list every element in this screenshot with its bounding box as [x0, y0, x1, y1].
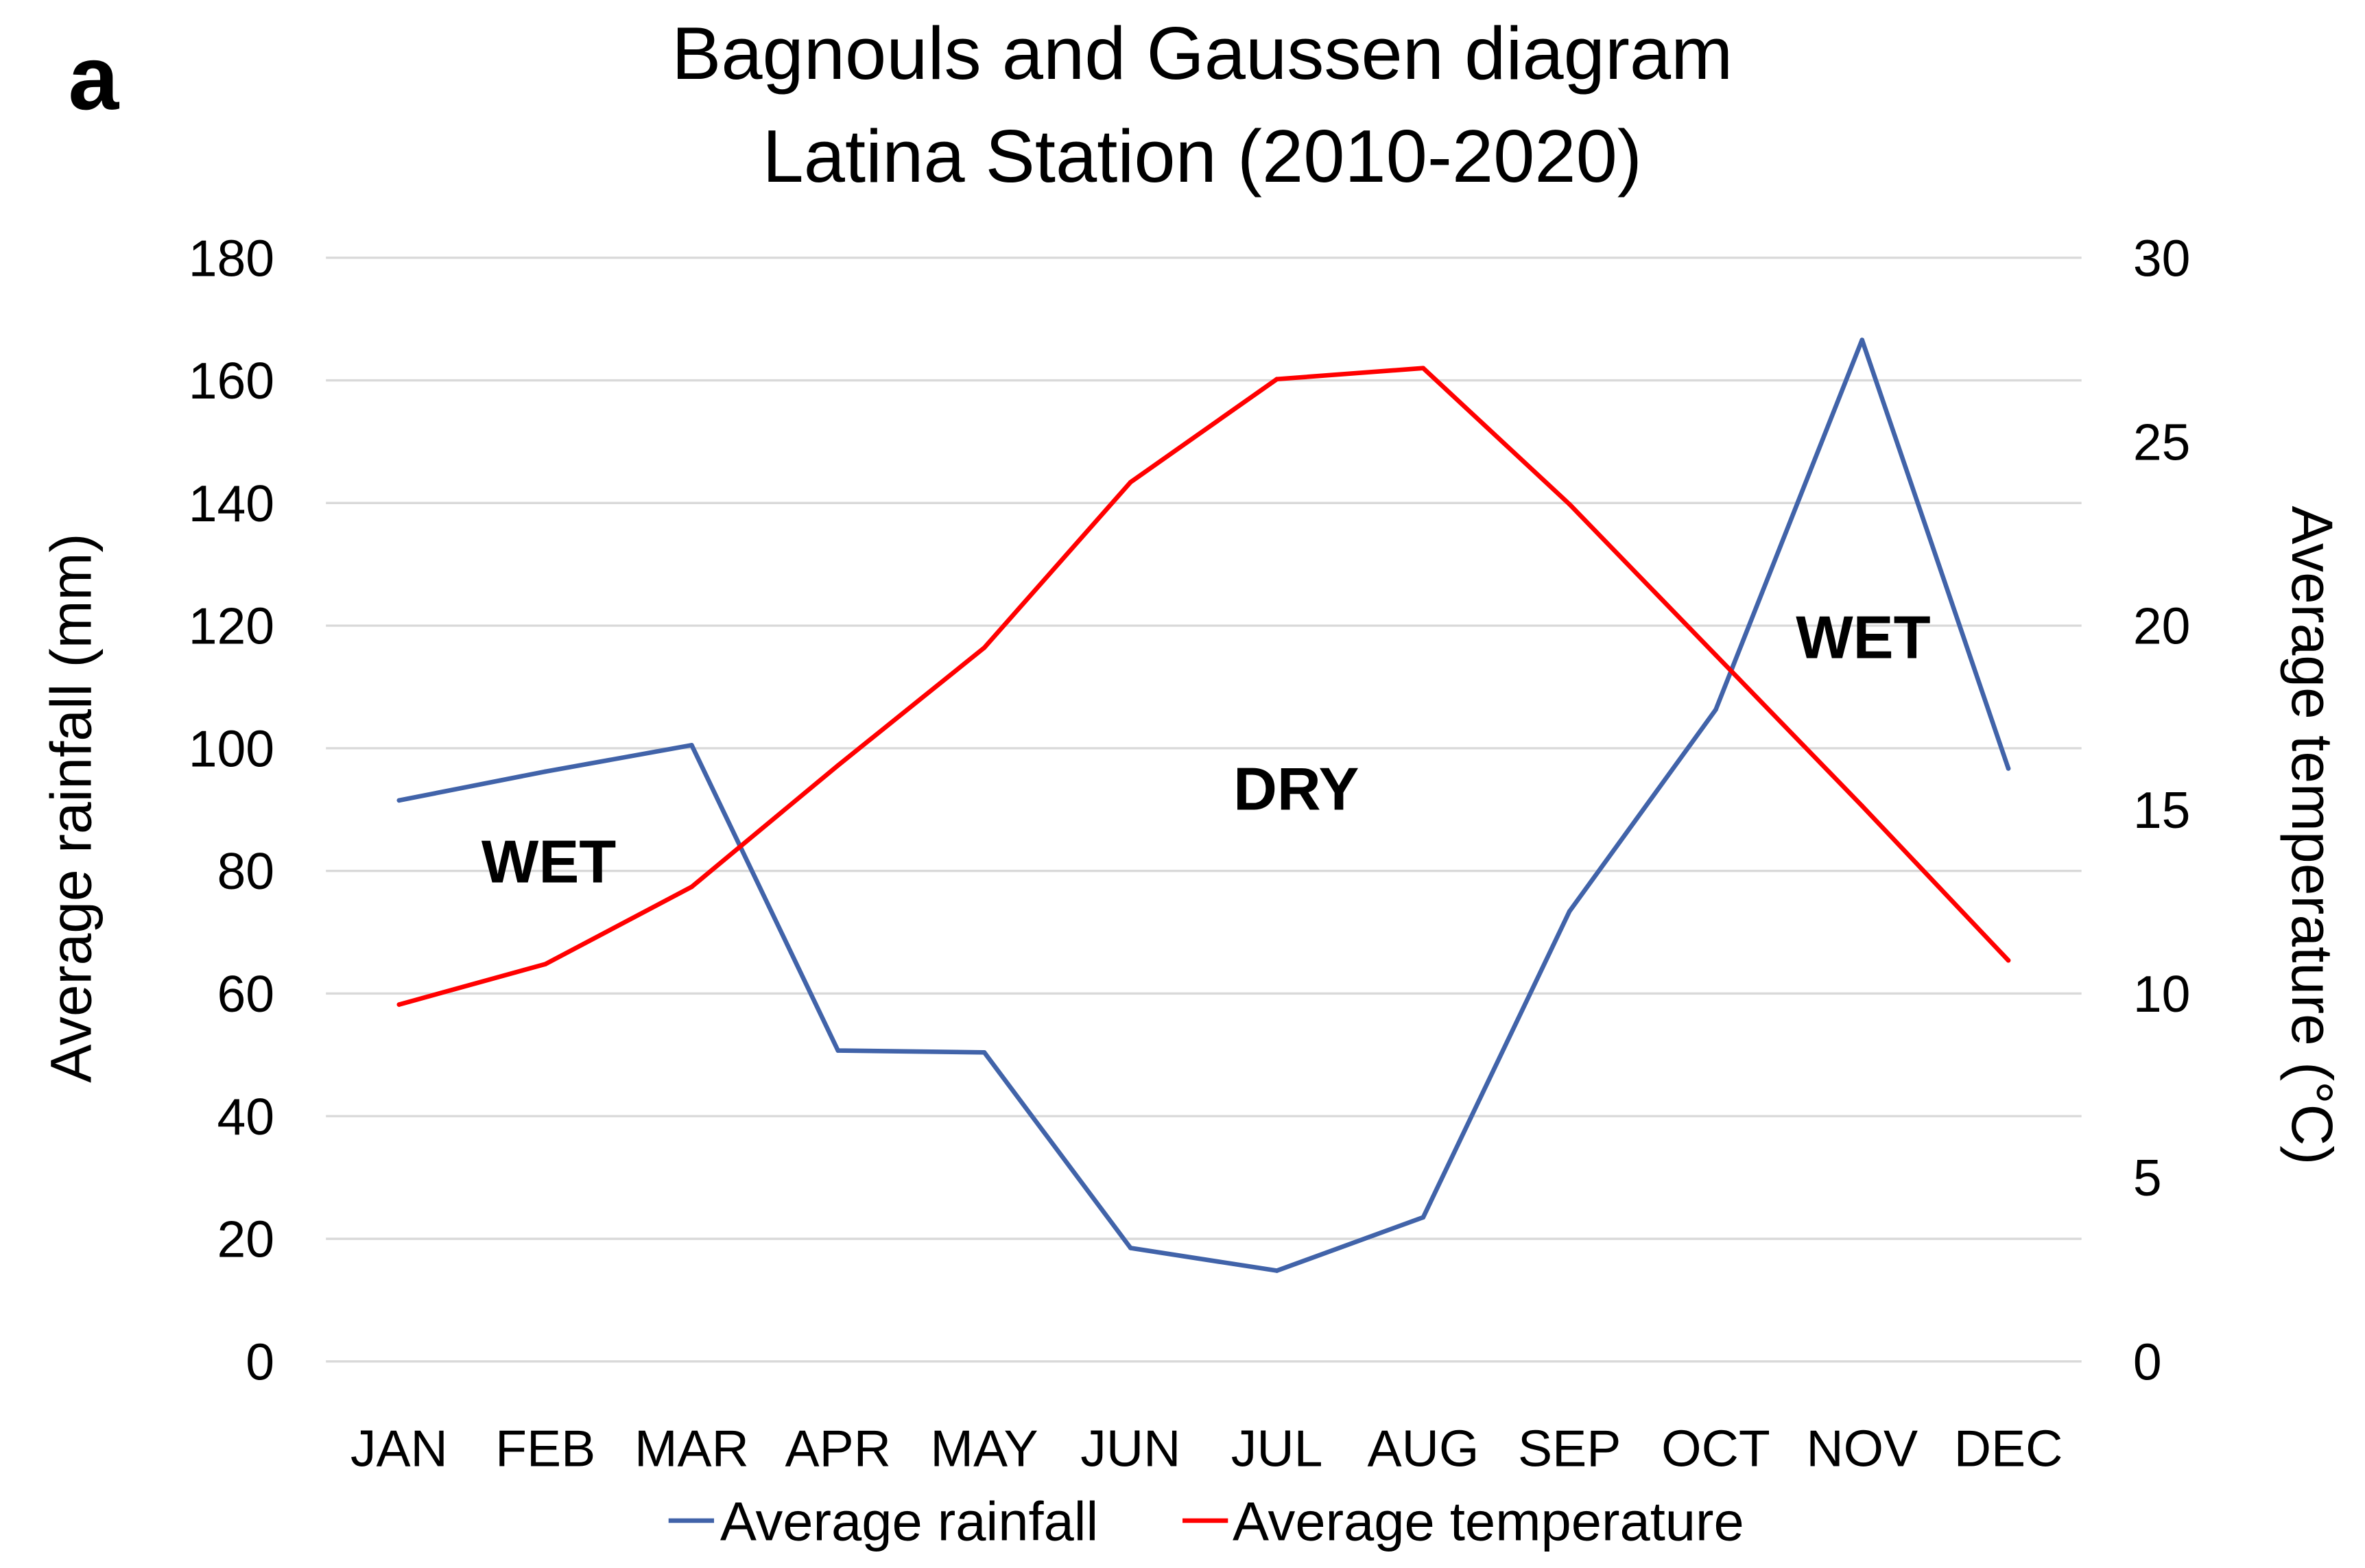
- right-axis-tick-labels: 0 5 10 15 20 25 30: [2133, 229, 2191, 1390]
- x-axis-tick-labels: JAN FEB MAR APR MAY JUN JUL AUG SEP OCT NOV DEC: [350, 1419, 2063, 1477]
- series-line-average-rainfall: [396, 337, 2011, 1273]
- chart-subtitle: Latina Station (2010-2020): [763, 115, 1642, 198]
- data-point-average-temperature: [1567, 501, 1572, 507]
- data-point-average-rainfall: [396, 798, 402, 803]
- annotation-wet-right: WET: [1796, 603, 1930, 671]
- legend-label-temperature: Average temperature: [1233, 1491, 1744, 1552]
- y-axis-title: Average rainfall (mm): [39, 534, 104, 1083]
- y-tick-label: 120: [189, 597, 274, 655]
- left-axis-tick-labels: 0 20 40 60 80 100 120 140 160 180: [189, 229, 274, 1390]
- x-tick-label: SEP: [1518, 1419, 1621, 1477]
- x-tick-label: APR: [785, 1419, 890, 1477]
- y2-tick-label: 15: [2133, 781, 2191, 839]
- annotation-wet-left: WET: [482, 827, 616, 895]
- data-point-average-rainfall: [2006, 766, 2011, 771]
- x-tick-label: OCT: [1661, 1419, 1770, 1477]
- data-point-average-rainfall: [1421, 1215, 1426, 1220]
- x-tick-label: JUL: [1231, 1419, 1323, 1477]
- x-tick-label: DEC: [1954, 1419, 2063, 1477]
- y2-tick-label: 10: [2133, 965, 2191, 1023]
- y-tick-label: 100: [189, 720, 274, 777]
- series-lines: [396, 337, 2011, 1273]
- series-average-rainfall: [396, 337, 2011, 1273]
- data-point-average-temperature: [1274, 377, 1279, 382]
- gridlines: [326, 257, 2082, 1363]
- x-tick-label: MAY: [930, 1419, 1038, 1477]
- legend: Average rainfall Average temperature: [668, 1491, 1744, 1552]
- y-tick-label: 80: [217, 842, 274, 900]
- y-tick-label: 140: [189, 475, 274, 532]
- data-point-average-temperature: [543, 962, 548, 966]
- y2-tick-label: 20: [2133, 597, 2191, 655]
- panel-label: a: [68, 27, 119, 129]
- data-point-average-rainfall: [689, 743, 694, 748]
- legend-item-temperature: Average temperature: [1182, 1491, 1744, 1552]
- x-tick-label: NOV: [1806, 1419, 1918, 1477]
- data-point-average-rainfall: [1859, 337, 1865, 342]
- y-tick-label: 60: [217, 965, 274, 1023]
- data-point-average-temperature: [1859, 803, 1865, 809]
- data-point-average-rainfall: [1567, 909, 1572, 914]
- x-tick-label: AUG: [1367, 1419, 1479, 1477]
- y-tick-label: 40: [217, 1088, 274, 1145]
- y2-axis-title: Average temperature (°C): [2280, 506, 2344, 1165]
- y-tick-label: 180: [189, 229, 274, 287]
- data-point-average-temperature: [1128, 479, 1133, 485]
- series-average-temperature: [396, 366, 2011, 1007]
- legend-item-rainfall: Average rainfall: [668, 1491, 1098, 1552]
- data-point-average-temperature: [1713, 652, 1718, 658]
- y-tick-label: 20: [217, 1211, 274, 1268]
- data-point-average-rainfall: [543, 769, 548, 774]
- y2-tick-label: 0: [2133, 1333, 2162, 1390]
- data-point-average-rainfall: [1274, 1268, 1279, 1273]
- data-point-average-rainfall: [1128, 1246, 1133, 1250]
- y2-tick-label: 25: [2133, 413, 2191, 471]
- data-point-average-temperature: [1421, 366, 1426, 370]
- x-tick-label: FEB: [495, 1419, 595, 1477]
- data-point-average-temperature: [396, 1002, 402, 1007]
- data-point-average-rainfall: [1713, 707, 1718, 712]
- data-point-average-temperature: [835, 763, 841, 768]
- y2-tick-label: 30: [2133, 229, 2191, 287]
- chart-title: Bagnouls and Gaussen diagram: [672, 12, 1733, 95]
- data-point-average-temperature: [2006, 958, 2011, 963]
- x-tick-label: MAR: [634, 1419, 749, 1477]
- legend-label-rainfall: Average rainfall: [720, 1491, 1098, 1552]
- data-point-average-rainfall: [982, 1049, 987, 1055]
- x-tick-label: JAN: [350, 1419, 448, 1477]
- x-tick-label: JUN: [1080, 1419, 1180, 1477]
- data-point-average-temperature: [689, 884, 694, 890]
- y2-tick-label: 5: [2133, 1149, 2162, 1207]
- annotation-dry: DRY: [1233, 755, 1359, 822]
- data-point-average-temperature: [982, 645, 987, 650]
- data-point-average-rainfall: [835, 1048, 841, 1053]
- y-tick-label: 0: [246, 1333, 274, 1390]
- y-tick-label: 160: [189, 352, 274, 409]
- series-line-average-temperature: [396, 366, 2011, 1007]
